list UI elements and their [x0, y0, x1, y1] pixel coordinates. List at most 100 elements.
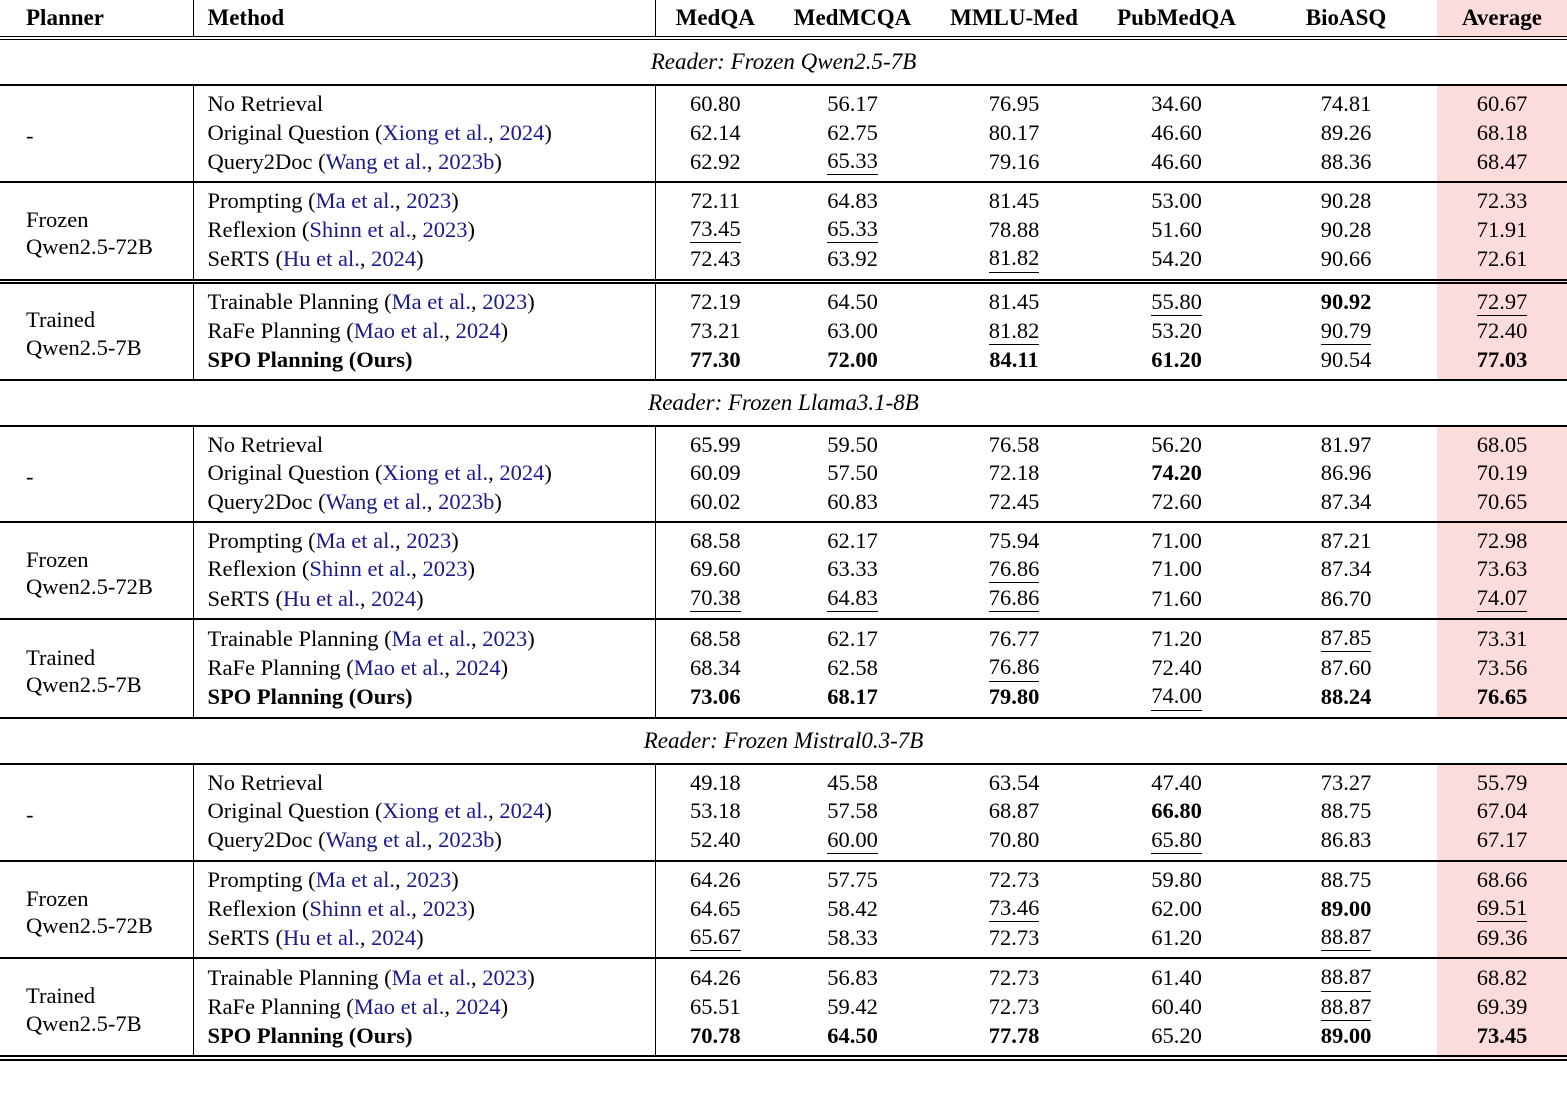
underlined-score: 90.79	[1320, 318, 1372, 346]
citation-link[interactable]: Mao et al.	[353, 318, 445, 344]
citation-link[interactable]: Ma et al.	[315, 527, 395, 553]
average-score-cell: 67.04	[1437, 795, 1567, 827]
citation-link[interactable]: 2023	[422, 556, 468, 582]
table-row: Query2Doc (Wang et al., 2023b) 62.92 65.33…	[0, 148, 1567, 183]
planner-line: -	[26, 123, 34, 149]
citation-link[interactable]: Wang et al.	[325, 148, 427, 174]
citation-link[interactable]: 2023	[406, 867, 452, 893]
method-name: Trainable Planning (	[207, 965, 392, 991]
citation-link[interactable]: 2024	[455, 654, 501, 680]
citation-link[interactable]: Shinn et al.	[309, 895, 412, 921]
score-cell: 88.75	[1255, 860, 1437, 894]
table-row: SPO Planning (Ours) 77.30 72.00 84.11 61.20 9…	[0, 346, 1567, 380]
citation-link[interactable]: Ma et al.	[391, 625, 471, 651]
score-cell: 70.78	[655, 1022, 775, 1061]
planner-cell: Frozen Qwen2.5-72B	[0, 181, 194, 282]
average-score-cell: 60.67	[1437, 85, 1567, 117]
table-row: Original Question (Xiong et al., 2024) 60…	[0, 457, 1567, 489]
method-name: )	[416, 585, 424, 611]
score-cell: 56.17	[827, 91, 878, 116]
citation-link[interactable]: Hu et al.	[283, 924, 360, 950]
score-cell: 72.73	[988, 994, 1040, 1020]
citation-link[interactable]: Shinn et al.	[309, 556, 412, 582]
citation-link[interactable]: Ma et al.	[391, 289, 471, 315]
average-score-cell: 68.47	[1437, 148, 1567, 183]
citation-link[interactable]: 2023b	[438, 488, 495, 514]
score-cell: 75.94	[930, 520, 1098, 554]
score-cell: 71.00	[1151, 556, 1202, 582]
underlined-score: 73.46	[988, 895, 1040, 923]
citation-link[interactable]: 2023	[422, 216, 468, 242]
citation-link[interactable]: 2023b	[438, 827, 495, 853]
column-header-pubmedqa: PubMedQA	[1098, 0, 1255, 40]
method-cell: Original Question (Xiong et al., 2024)	[193, 457, 656, 489]
citation-link[interactable]: 2024	[499, 798, 545, 824]
score-cell: 76.86	[930, 554, 1098, 585]
citation-link[interactable]: 2024	[371, 245, 417, 271]
results-table: Planner Method MedQA MedMCQA MMLU-Med Pu…	[0, 0, 1567, 1061]
score-cell: 65.33	[775, 148, 930, 182]
planner-cell: -	[0, 85, 194, 183]
citation-link[interactable]: 2023	[482, 289, 528, 315]
average-score-cell: 76.65	[1437, 683, 1567, 718]
citation-link[interactable]: Xiong et al.	[382, 460, 489, 486]
citation-link[interactable]: Xiong et al.	[382, 119, 489, 145]
citation-link[interactable]: Ma et al.	[391, 965, 471, 991]
score-cell: 79.16	[988, 148, 1040, 174]
citation-link[interactable]: 2023	[406, 527, 452, 553]
method-cell: Trainable Planning (Ma et al., 2023)	[193, 278, 656, 316]
method-name: )	[544, 119, 552, 145]
citation-link[interactable]: 2023	[482, 625, 528, 651]
underlined-score: 65.80	[1151, 827, 1202, 855]
citation-link[interactable]: Mao et al.	[353, 654, 445, 680]
citation-link[interactable]: 2024	[455, 994, 501, 1020]
citation-link[interactable]: Ma et al.	[315, 867, 395, 893]
column-header-average: Average	[1437, 0, 1567, 40]
citation-link[interactable]: Wang et al.	[325, 488, 427, 514]
citation-link[interactable]: 2023	[422, 895, 468, 921]
score-cell: 45.58	[827, 769, 878, 795]
citation-link[interactable]: 2024	[499, 460, 545, 486]
underlined-score: 87.85	[1320, 625, 1372, 653]
score-cell: 88.75	[1320, 798, 1372, 824]
planner-line: Qwen2.5-72B	[26, 234, 153, 260]
method-name: Prompting (	[207, 188, 316, 214]
table-row: Frozen Qwen2.5-72B Prompting (Ma et al., 2…	[0, 520, 1567, 620]
method-name: )	[527, 625, 535, 651]
citation-link[interactable]: 2024	[455, 318, 501, 344]
citation-link[interactable]: 2024	[371, 585, 417, 611]
table-row: SeRTS (Hu et al., 2024) 70.38 64.83 76.86 71…	[0, 584, 1567, 620]
citation-link[interactable]: 2024	[499, 119, 545, 145]
method-name: )	[500, 654, 509, 680]
score-cell: 56.83	[775, 957, 930, 992]
citation-link[interactable]: 2024	[371, 924, 417, 950]
score-cell: 52.40	[689, 827, 741, 853]
method-name: )	[494, 148, 502, 174]
citation-link[interactable]: Mao et al.	[353, 994, 445, 1020]
citation-link[interactable]: Wang et al.	[325, 827, 427, 853]
score-cell: 72.19	[655, 278, 775, 316]
score-cell: 84.11	[989, 346, 1039, 372]
citation-link[interactable]: 2023b	[438, 148, 495, 174]
citation-link[interactable]: Hu et al.	[283, 585, 360, 611]
underlined-score: 55.80	[1151, 289, 1202, 316]
method-cell: SeRTS (Hu et al., 2024)	[193, 924, 656, 959]
score-cell: 65.99	[689, 431, 741, 457]
planner-line: Frozen	[26, 207, 89, 232]
score-cell: 68.34	[689, 654, 741, 680]
method-name: Reflexion (	[207, 216, 310, 242]
citation-link[interactable]: Xiong et al.	[382, 798, 489, 824]
table-row: Original Question (Xiong et al., 2024) 62…	[0, 117, 1567, 148]
citation-link[interactable]: Ma et al.	[315, 188, 395, 214]
citation-link[interactable]: 2023	[406, 188, 452, 214]
score-cell: 64.50	[775, 1022, 930, 1061]
citation-link[interactable]: Shinn et al.	[309, 216, 412, 242]
citation-link[interactable]: Hu et al.	[283, 245, 360, 271]
planner-line: Trained	[26, 983, 96, 1009]
planner-line: Trained	[26, 307, 96, 333]
score-cell: 71.60	[1151, 585, 1202, 611]
citation-link[interactable]: 2023	[482, 965, 528, 991]
score-cell: 87.85	[1255, 618, 1437, 653]
method-cell: RaFe Planning (Mao et al., 2024)	[193, 652, 656, 684]
score-cell: 74.00	[1098, 683, 1255, 717]
